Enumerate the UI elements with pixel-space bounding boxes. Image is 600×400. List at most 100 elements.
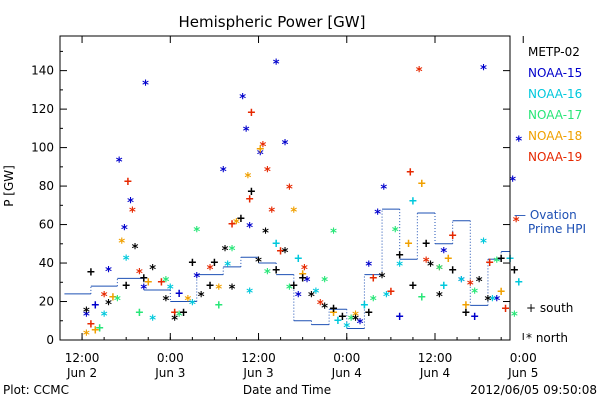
data-point: + (405, 236, 413, 251)
legend-entry: NOAA-16 (528, 87, 582, 101)
data-point: * (435, 290, 443, 305)
data-point: * (480, 236, 488, 251)
data-point: * (512, 215, 520, 230)
data-point: * (122, 254, 130, 269)
data-point: + (124, 175, 132, 190)
data-point: + (422, 236, 430, 251)
data-point: * (458, 275, 466, 290)
x-axis-label: Date and Time (243, 383, 331, 397)
data-point: + (462, 306, 470, 321)
data-point: * (343, 321, 351, 336)
data-point: + (171, 306, 179, 321)
data-point: + (246, 192, 254, 207)
data-point: * (105, 298, 113, 313)
data-point: + (360, 298, 368, 313)
data-point: * (166, 282, 174, 297)
data-point: * (321, 302, 329, 317)
data-point: + (248, 184, 256, 199)
legend: METP-02 NOAA-15 NOAA-16 NOAA-17 NOAA-18 NOAA-… (514, 45, 586, 345)
y-axis-label: P [GW] (2, 165, 16, 207)
data-point: * (142, 79, 150, 94)
x-tick-time: 12:00 (241, 351, 276, 365)
data-point: * (471, 286, 479, 301)
x-tick-time: 0:00 (333, 351, 360, 365)
data-point: + (206, 279, 214, 294)
data-point: * (221, 244, 229, 259)
data-point: * (356, 317, 364, 332)
data-point: * (321, 275, 329, 290)
data-point: + (135, 306, 143, 321)
data-point: + (365, 306, 373, 321)
data-point: + (387, 284, 395, 299)
data-point: * (149, 263, 157, 278)
data-point: * (294, 290, 302, 305)
data-point: + (122, 279, 130, 294)
data-point: * (242, 125, 250, 140)
data-point: * (330, 227, 338, 242)
data-point: * (115, 155, 123, 170)
data-point: * (215, 282, 223, 297)
data-point: * (480, 63, 488, 78)
data-point: + (409, 194, 417, 209)
data-point: * (263, 165, 271, 180)
data-point: + (87, 265, 95, 280)
y-tick-label: 100 (31, 141, 54, 155)
data-point: * (369, 294, 377, 309)
legend-north: * north (526, 331, 568, 345)
data-point: * (118, 236, 126, 251)
legend-entry: METP-02 (528, 45, 580, 59)
data-point: * (228, 244, 236, 259)
footer-left: Plot: CCMC (3, 383, 69, 397)
data-point: + (228, 217, 236, 232)
data-point: * (162, 294, 170, 309)
data-point: + (91, 298, 99, 313)
data-point: + (256, 142, 264, 157)
data-point: * (233, 217, 241, 232)
data-point: * (281, 138, 289, 153)
data-point: * (259, 140, 267, 155)
data-point: + (440, 279, 448, 294)
data-point: * (510, 309, 518, 324)
data-point: + (290, 279, 298, 294)
x-tick-day: Jun 3 (242, 366, 273, 380)
data-point: * (285, 282, 293, 297)
data-point: + (91, 323, 99, 338)
data-point: + (497, 252, 505, 267)
data-point: * (131, 242, 139, 257)
data-point: * (365, 259, 373, 274)
x-tick-time: 12:00 (65, 351, 100, 365)
data-point: * (427, 259, 435, 274)
data-point: * (83, 306, 91, 321)
data-point: + (396, 309, 404, 324)
data-point: * (352, 313, 360, 328)
data-point: + (406, 165, 414, 180)
data-point: * (206, 263, 214, 278)
data-point: * (435, 263, 443, 278)
data-point: * (197, 290, 205, 305)
data-point: * (374, 207, 382, 222)
data-point: * (127, 196, 135, 211)
data-point: * (140, 282, 148, 297)
data-point: + (334, 313, 342, 328)
legend-ovation-line1: — Ovation (514, 208, 577, 222)
data-point: * (316, 298, 324, 313)
data-point: + (175, 286, 183, 301)
data-point: + (515, 275, 523, 290)
x-tick-day: Jun 4 (419, 366, 450, 380)
data-point: * (415, 65, 423, 80)
data-point: + (444, 252, 452, 267)
data-point: * (263, 267, 271, 282)
data-point: * (347, 313, 355, 328)
data-point: + (409, 279, 417, 294)
data-point: * (435, 263, 443, 278)
data-point: * (493, 256, 501, 271)
data-point: * (135, 267, 143, 282)
data-point: * (128, 206, 136, 221)
x-tick-time: 0:00 (510, 351, 537, 365)
data-point: + (497, 284, 505, 299)
x-tick-day: Jun 2 (66, 366, 97, 380)
data-point: * (219, 165, 227, 180)
data-point: * (162, 275, 170, 290)
y-tick-label: 40 (39, 256, 54, 270)
data-point: + (109, 290, 117, 305)
